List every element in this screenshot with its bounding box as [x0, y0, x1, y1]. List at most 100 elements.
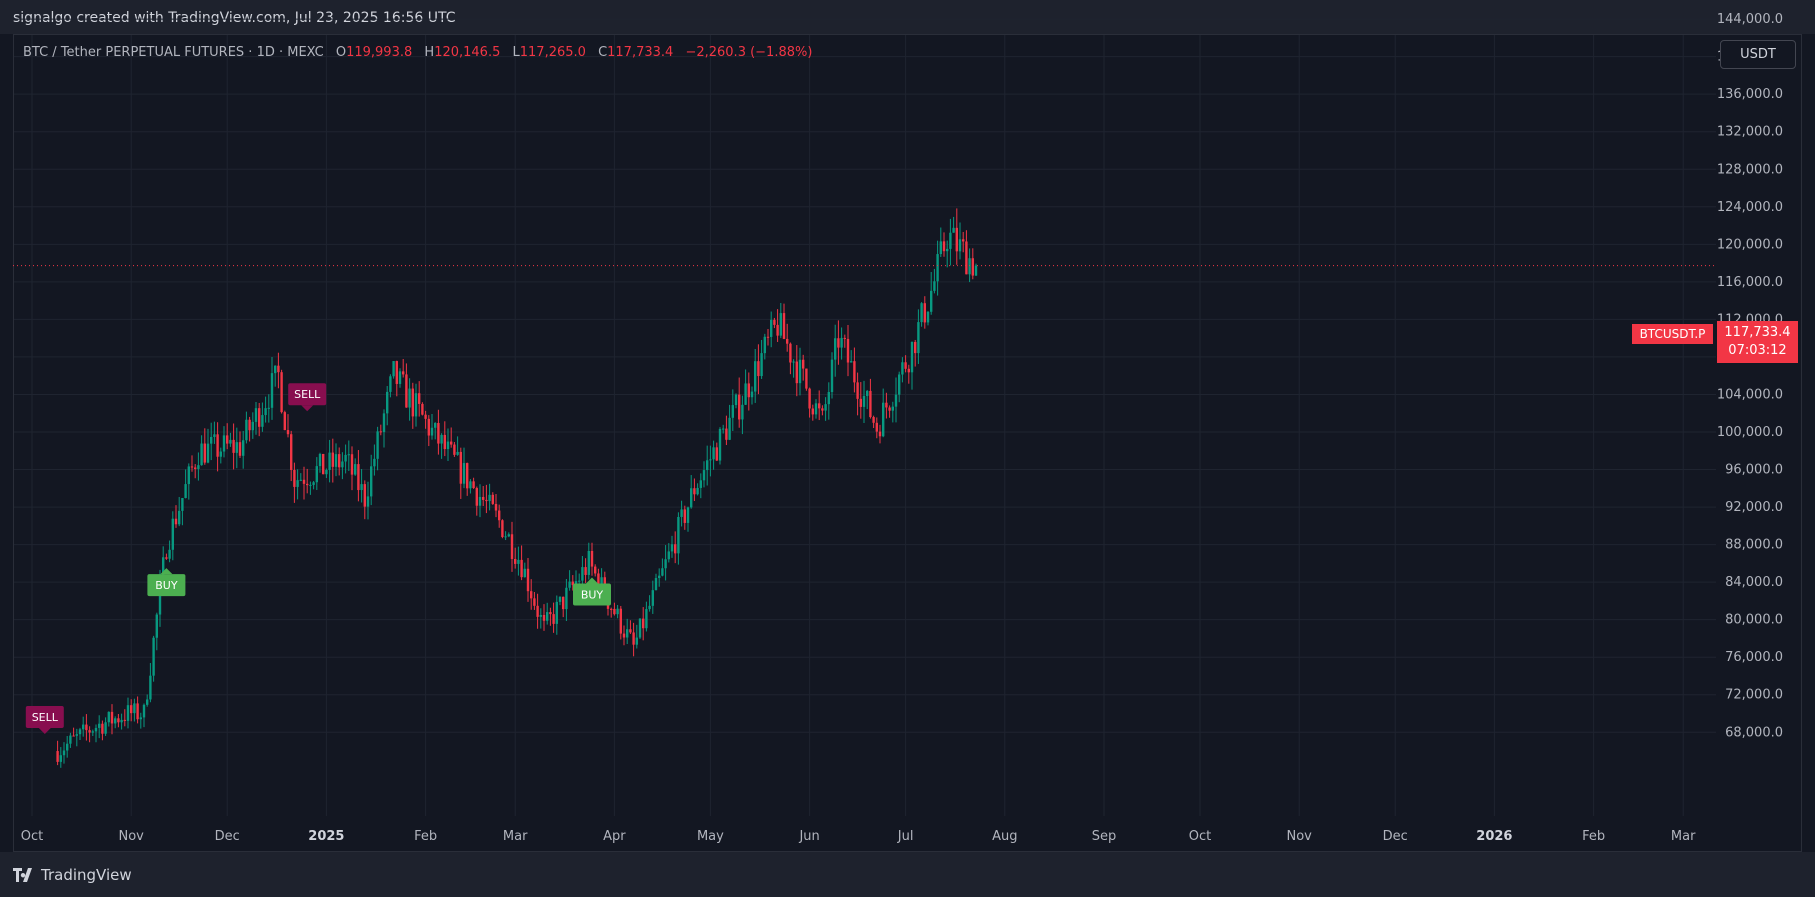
candle [914, 339, 917, 367]
candle [238, 431, 242, 459]
candle [117, 714, 120, 728]
candle-body [418, 393, 421, 404]
candle [501, 519, 504, 539]
candle [862, 380, 866, 423]
candle-body [565, 587, 568, 610]
candle-body [677, 516, 680, 554]
candle [712, 440, 715, 470]
candle-body [738, 394, 741, 420]
candle-body [792, 361, 795, 363]
candle [414, 383, 418, 427]
candle-body [866, 390, 869, 396]
candle-body [680, 509, 683, 517]
candle-body [104, 722, 107, 734]
candle [830, 352, 834, 399]
candle-body [174, 518, 178, 525]
candle [165, 553, 168, 560]
x-tick-label: Feb [414, 829, 437, 844]
candle-body [594, 566, 597, 574]
candle-body [210, 436, 213, 444]
candle [674, 531, 677, 564]
candle-body [654, 578, 658, 591]
candle [933, 268, 936, 294]
candle [222, 426, 226, 458]
candle [504, 531, 507, 541]
candle [261, 402, 264, 432]
candle-body [136, 703, 139, 720]
candle-body [766, 336, 770, 338]
candle [523, 562, 526, 578]
candle [110, 704, 114, 735]
candle-body [283, 412, 286, 431]
candle-body [914, 341, 917, 354]
candle [491, 492, 494, 505]
currency-button[interactable]: USDT [1720, 40, 1796, 69]
candle-body [590, 550, 594, 567]
chart-area[interactable] [13, 34, 1802, 852]
y-tick-label: 80,000.0 [1725, 613, 1783, 628]
candle [946, 240, 949, 268]
candle [443, 421, 446, 457]
candle-body [824, 404, 827, 411]
candle [568, 570, 571, 591]
candle-body [578, 580, 581, 582]
candle [530, 579, 533, 610]
tradingview-logo[interactable]: TradingView [13, 866, 132, 884]
candle [651, 580, 654, 614]
candle-body [366, 496, 370, 507]
candle [952, 216, 955, 233]
candle-body [312, 482, 315, 485]
candle [578, 573, 581, 585]
candle-body [504, 536, 507, 538]
candle [283, 410, 286, 431]
candle-body [453, 444, 456, 455]
candle-body [66, 743, 69, 751]
candle [226, 423, 229, 450]
candle-body [482, 496, 485, 500]
candle-body [59, 755, 62, 762]
candle [206, 428, 210, 464]
candle [949, 218, 952, 266]
candle-body [744, 383, 747, 405]
candle-body [533, 598, 536, 606]
candle [62, 742, 66, 764]
candle-body [734, 394, 738, 406]
candle [286, 414, 290, 438]
candle-body [894, 394, 898, 407]
candle-body [184, 484, 187, 499]
candle-body [126, 705, 130, 721]
candle-body [94, 727, 98, 732]
candle-body [722, 428, 725, 430]
candle [958, 222, 962, 260]
candle [203, 428, 206, 465]
candle-body [376, 431, 379, 459]
x-tick-label: Nov [119, 829, 145, 844]
candle [782, 303, 786, 340]
candle [178, 496, 181, 527]
candle [629, 620, 632, 635]
low-value: 117,265.0 [519, 45, 586, 60]
candle [469, 479, 472, 494]
candle [808, 387, 811, 418]
candle [379, 424, 382, 436]
candle [411, 382, 414, 429]
candle-body [712, 447, 715, 460]
candle-body [520, 559, 523, 578]
candle-body [382, 413, 386, 433]
candle [408, 378, 411, 421]
candle-body [917, 322, 920, 354]
candle-body [795, 361, 798, 384]
candle-body [187, 466, 190, 485]
candle-body [632, 632, 635, 645]
y-tick-label: 104,000.0 [1717, 387, 1783, 402]
candle-body [200, 443, 203, 466]
candle-body [933, 281, 936, 291]
candle-body [757, 361, 760, 377]
candle-body [904, 362, 907, 369]
y-tick-label: 116,000.0 [1717, 275, 1783, 290]
candle [56, 740, 59, 766]
candle-body [494, 503, 498, 511]
y-tick-label: 84,000.0 [1725, 575, 1783, 590]
candle [210, 422, 213, 461]
